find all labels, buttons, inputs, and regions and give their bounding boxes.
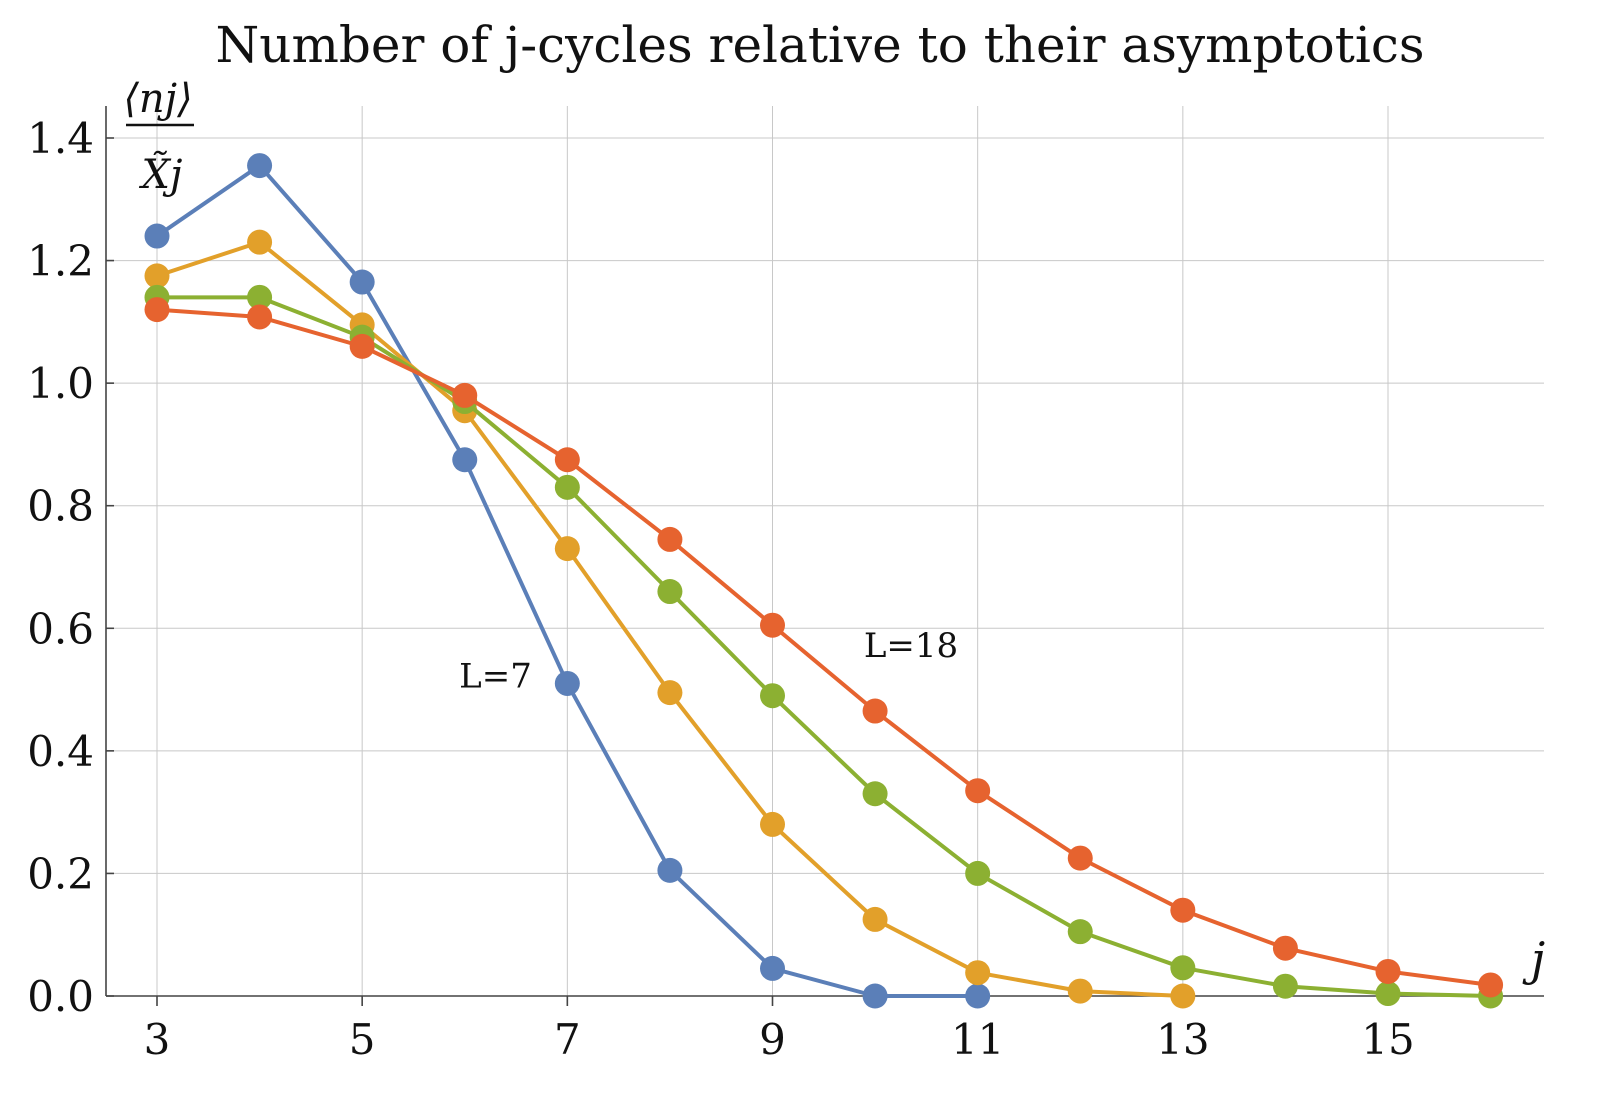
series-point-4 [760, 612, 785, 638]
series-point-3 [1272, 973, 1298, 999]
y-tick-label: 0.6 [27, 604, 94, 653]
y-tick-label: 0.4 [27, 727, 94, 776]
series-point-2 [554, 536, 580, 562]
series-point-2 [760, 811, 785, 837]
series [144, 153, 1504, 1009]
annotation-label: L=7 [459, 657, 532, 697]
series-point-1 [965, 983, 991, 1009]
series-point-4 [657, 526, 683, 552]
series-point-4 [1375, 958, 1401, 984]
series-point-1 [452, 447, 478, 473]
series-point-4 [349, 333, 375, 359]
x-tick-label: 3 [144, 1015, 171, 1064]
series-point-4 [1170, 897, 1196, 923]
series-point-4 [1478, 972, 1504, 998]
y-axis-label-denominator: X̃j [139, 151, 183, 198]
series-line-3 [157, 295, 1491, 998]
chart-title: Number of j-cycles relative to their asy… [216, 16, 1425, 74]
y-tick-label: 1.0 [27, 359, 94, 408]
y-tick-label: 0.8 [27, 482, 94, 531]
series-line-4 [156, 307, 1491, 987]
series-point-1 [554, 670, 580, 696]
grid [106, 106, 1544, 996]
x-tick-label: 11 [951, 1015, 1004, 1064]
x-tick-label: 15 [1361, 1015, 1414, 1064]
series-point-4 [452, 382, 478, 408]
series-point-4 [247, 304, 273, 330]
series-point-3 [1067, 919, 1093, 945]
series-point-4 [965, 778, 991, 804]
series-line-2 [156, 240, 1183, 998]
series-point-3 [1375, 981, 1401, 1007]
series-point-3 [862, 781, 888, 807]
axes [105, 106, 1544, 997]
x-tick-label: 7 [554, 1015, 581, 1064]
x-tick-label: 13 [1156, 1015, 1209, 1064]
series-point-2 [862, 906, 888, 932]
series-point-2 [657, 680, 683, 706]
y-axis-label: ⟨nj⟩ X̃j [123, 76, 194, 198]
series-point-1 [657, 857, 683, 883]
series-point-3 [247, 284, 273, 310]
series-point-1 [247, 153, 273, 179]
series-point-3 [1170, 955, 1196, 981]
series-point-1 [862, 983, 888, 1009]
tick-labels: 3 5 7 9 11 13 15 0.0 0.2 0.4 0.6 0.8 1.0 1.2 1.4 [27, 114, 1415, 1064]
series-point-4 [1067, 845, 1093, 871]
annotation-label: L=18 [864, 626, 958, 666]
y-tick-label: 1.4 [27, 114, 94, 163]
y-axis-label-numerator: ⟨nj⟩ [123, 76, 192, 122]
series-point-4 [554, 447, 580, 473]
series-point-3 [760, 683, 785, 709]
series-point-4 [1272, 935, 1298, 961]
x-axis-label: j [1522, 932, 1545, 986]
y-tick-label: 0.0 [27, 972, 94, 1021]
series-point-2 [144, 263, 170, 289]
series-point-1 [144, 223, 170, 249]
annotations: L=7 L=18 [459, 626, 958, 697]
series-point-2 [1067, 978, 1093, 1004]
series-point-2 [247, 229, 273, 255]
series-point-1 [349, 269, 375, 295]
series-point-4 [862, 698, 888, 724]
y-tick-label: 1.2 [27, 237, 94, 286]
series-point-3 [554, 474, 580, 500]
x-tick-label: 5 [349, 1015, 376, 1064]
series-point-3 [965, 860, 991, 886]
y-tick-label: 0.2 [27, 849, 94, 898]
series-point-3 [657, 579, 683, 605]
series-point-4 [144, 297, 170, 323]
series-point-2 [965, 960, 991, 986]
series-point-1 [760, 955, 785, 981]
series-point-2 [1170, 983, 1196, 1009]
x-tick-label: 9 [759, 1015, 786, 1064]
